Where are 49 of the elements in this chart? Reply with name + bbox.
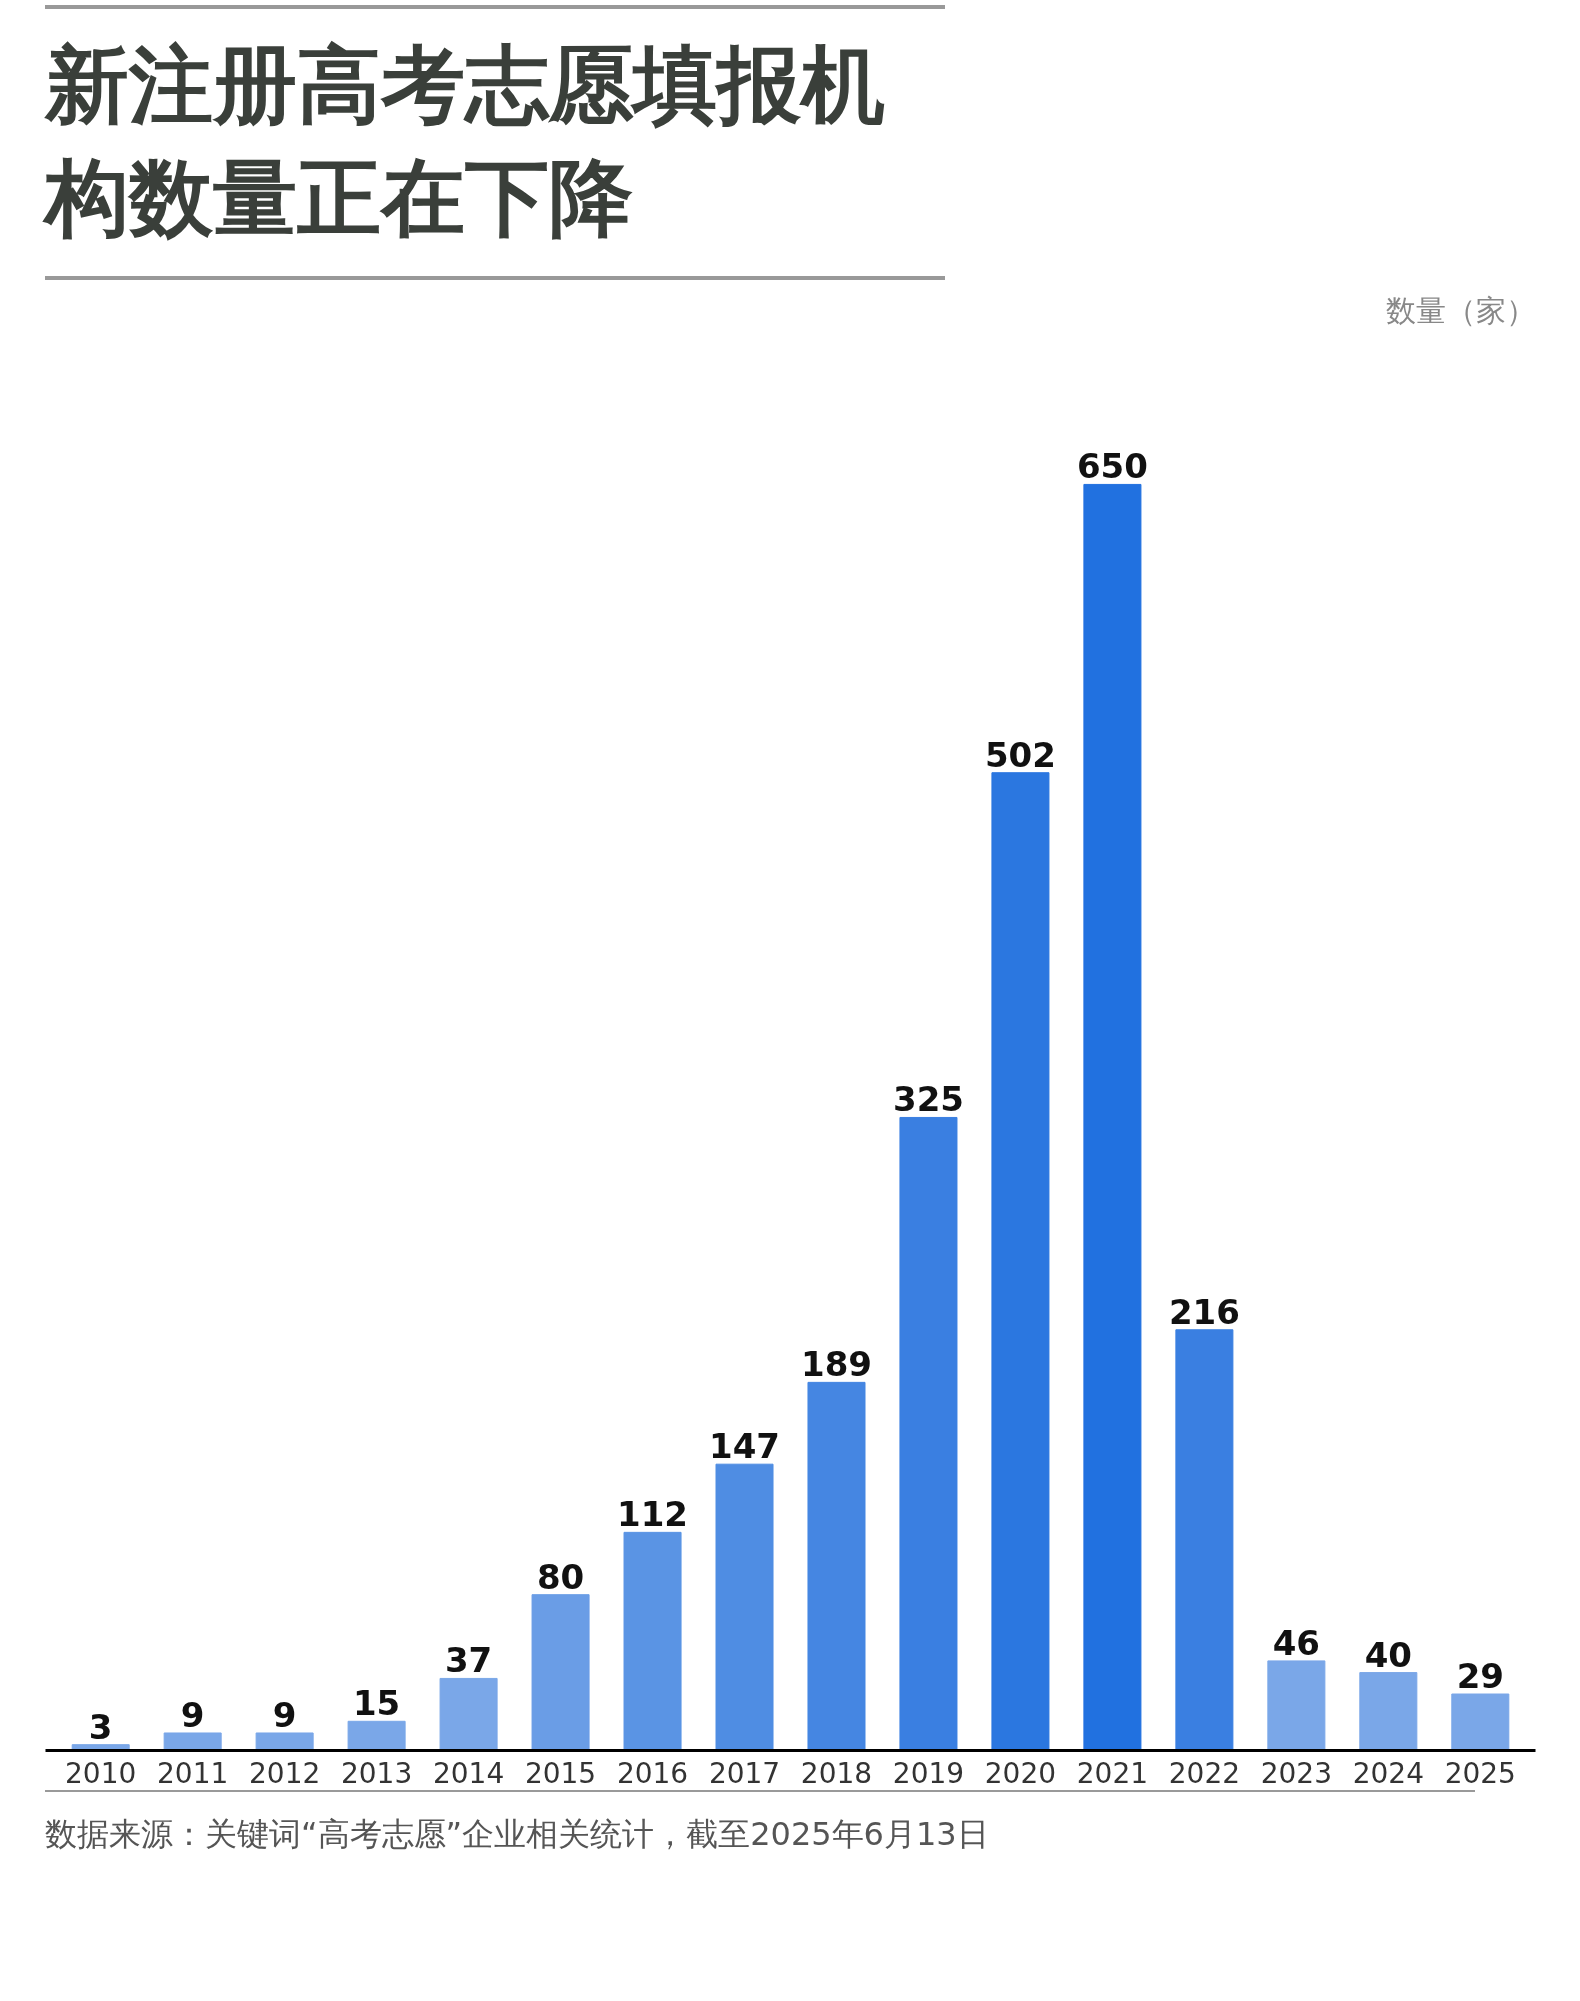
x-tick-label: 2011 [157,1756,229,1790]
x-tick-label: 2024 [1352,1756,1424,1790]
bar [807,1381,866,1751]
data-label: 3 [88,1706,113,1747]
x-tick-label: 2016 [616,1756,689,1790]
source-note: 数据来源：关键词“高考志愿”企业相关统计，截至2025年6月13日 [45,1789,1475,1858]
data-label: 15 [352,1683,401,1724]
text: 数量（家） [1385,292,1536,328]
data-label: 80 [536,1556,585,1597]
data-label: 112 [617,1494,689,1535]
data-label: 147 [709,1425,781,1466]
data-label: 216 [1168,1291,1240,1332]
bar [991,771,1050,1751]
x-tick-label: 2019 [892,1756,965,1790]
data-label: 189 [801,1344,872,1385]
x-tick-label: 2013 [340,1756,413,1790]
x-tick-label: 2020 [984,1756,1057,1790]
x-tick-label: 2021 [1076,1756,1149,1790]
x-tick-label: 2014 [432,1756,505,1790]
data-label: 325 [892,1079,964,1120]
bar [623,1531,682,1751]
x-tick-label: 2010 [65,1756,137,1790]
bar [1359,1671,1418,1751]
data-label: 502 [984,734,1056,775]
data-label: 650 [1076,446,1148,487]
bar [347,1720,406,1751]
bar [1175,1329,1234,1751]
bar [531,1593,590,1751]
bar [1451,1693,1510,1751]
data-label: 37 [444,1640,493,1681]
x-tick-label: 2012 [249,1756,321,1790]
bar [899,1116,958,1751]
data-label: 40 [1364,1634,1413,1675]
data-label: 9 [272,1694,297,1735]
x-tick-label: 2023 [1260,1756,1332,1790]
bar [439,1677,498,1751]
bar [163,1732,222,1751]
x-tick-label: 2022 [1168,1756,1241,1790]
x-tick-label: 2025 [1444,1756,1516,1790]
data-label: 9 [180,1694,205,1735]
bar [1083,483,1142,1751]
data-label: 46 [1272,1622,1321,1663]
bar [715,1463,774,1751]
x-tick-label: 2018 [800,1756,873,1790]
bar [1267,1660,1326,1751]
data-label: 29 [1456,1655,1504,1696]
x-tick-label: 2015 [524,1756,597,1790]
x-tick-label: 2017 [708,1756,781,1790]
bar [255,1732,314,1751]
